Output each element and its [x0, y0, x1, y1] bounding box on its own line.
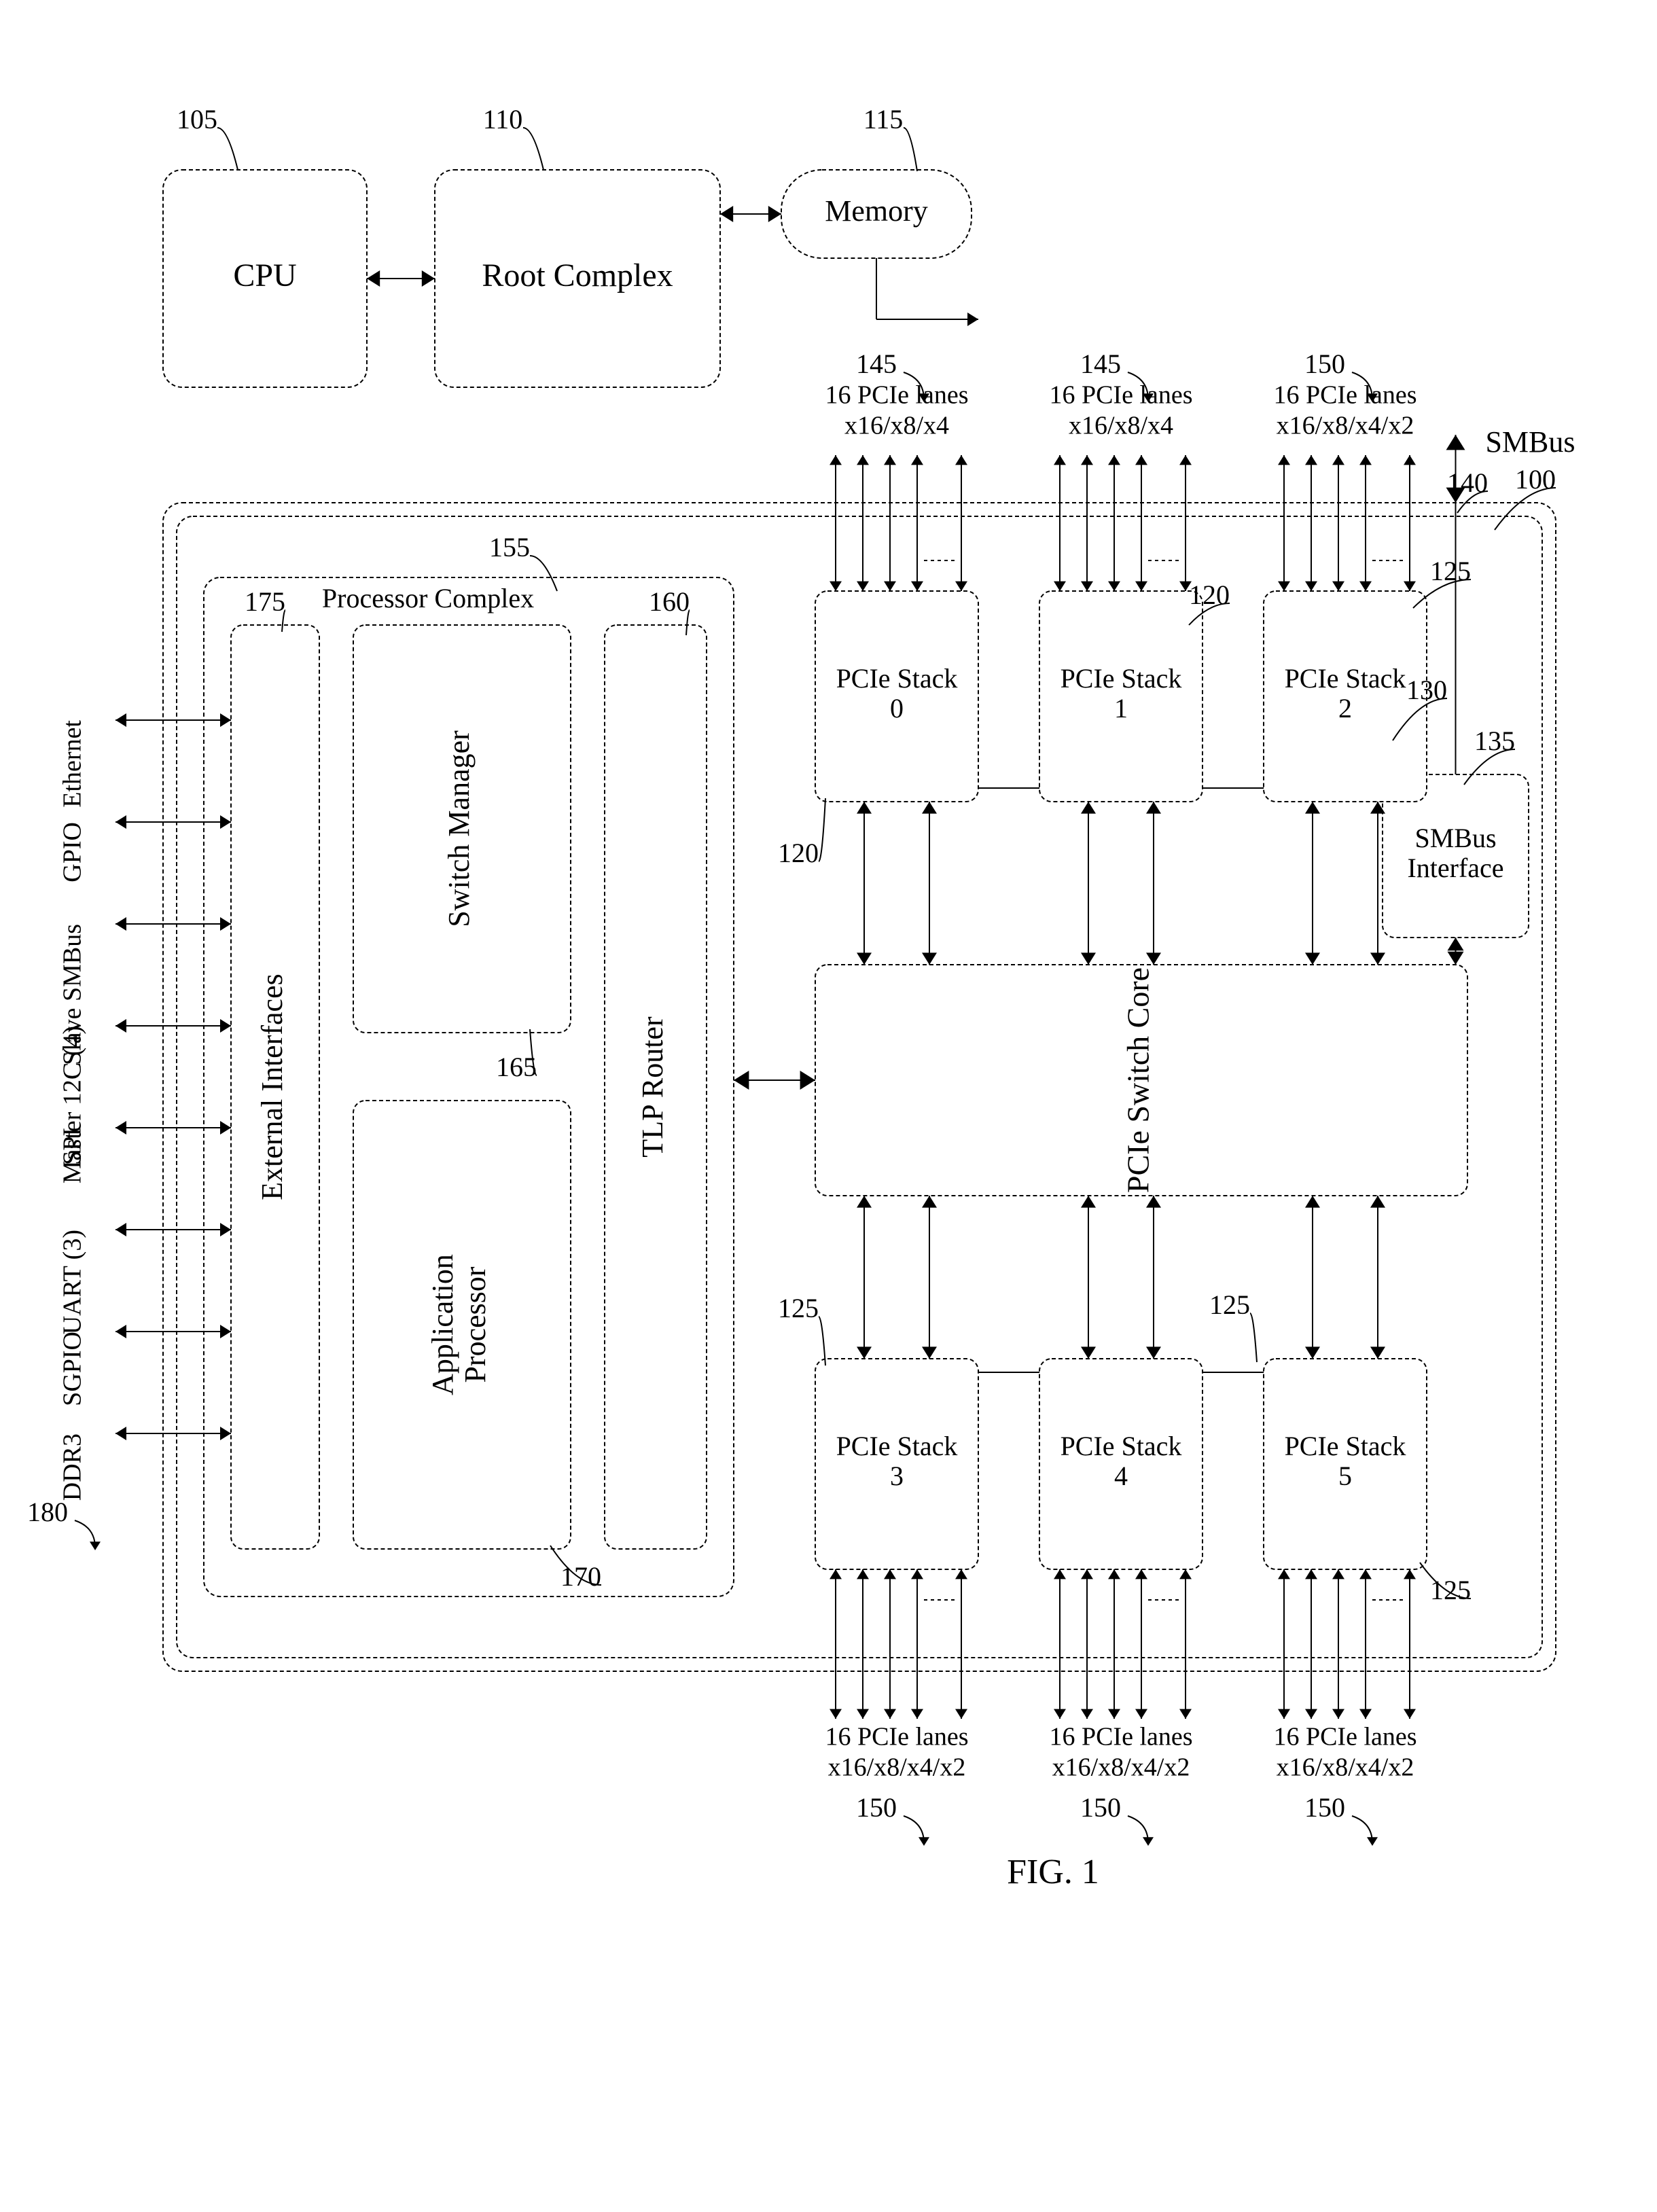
svg-text:150: 150 [1080, 1792, 1121, 1823]
svg-text:CPU: CPU [233, 257, 296, 293]
svg-text:GPIO: GPIO [58, 822, 87, 882]
svg-text:x16/x8/x4/x2: x16/x8/x4/x2 [1277, 1753, 1414, 1782]
svg-text:125: 125 [1430, 556, 1471, 586]
svg-text:x16/x8/x4: x16/x8/x4 [844, 412, 949, 440]
svg-text:125: 125 [778, 1293, 819, 1323]
svg-text:160: 160 [649, 586, 690, 617]
svg-text:120: 120 [1189, 579, 1230, 610]
svg-text:150: 150 [1304, 1792, 1345, 1823]
svg-text:150: 150 [1304, 349, 1345, 379]
svg-text:SMBusInterface: SMBusInterface [1407, 823, 1503, 883]
svg-text:x16/x8/x4: x16/x8/x4 [1069, 412, 1173, 440]
svg-text:16 PCIe lanes: 16 PCIe lanes [1049, 381, 1192, 410]
svg-text:100: 100 [1515, 464, 1556, 495]
svg-text:16 PCIe lanes: 16 PCIe lanes [825, 1723, 968, 1751]
svg-text:Processor Complex: Processor Complex [322, 583, 534, 613]
svg-text:x16/x8/x4/x2: x16/x8/x4/x2 [1277, 412, 1414, 440]
svg-text:115: 115 [863, 104, 904, 135]
svg-text:150: 150 [856, 1792, 897, 1823]
svg-text:Switch Manager: Switch Manager [442, 730, 476, 927]
svg-text:Root Complex: Root Complex [482, 257, 673, 293]
svg-text:16 PCIe lanes: 16 PCIe lanes [1273, 381, 1417, 410]
svg-text:PCIe Switch Core: PCIe Switch Core [1121, 967, 1156, 1193]
svg-text:125: 125 [1430, 1575, 1471, 1605]
svg-text:180: 180 [27, 1497, 68, 1527]
svg-text:155: 155 [489, 532, 530, 563]
svg-text:Memory: Memory [825, 194, 928, 228]
svg-text:x16/x8/x4/x2: x16/x8/x4/x2 [828, 1753, 966, 1782]
svg-text:130: 130 [1406, 675, 1447, 705]
svg-text:120: 120 [778, 838, 819, 868]
svg-text:16 PCIe lanes: 16 PCIe lanes [1273, 1723, 1417, 1751]
svg-text:ApplicationProcessor: ApplicationProcessor [426, 1254, 492, 1395]
svg-text:110: 110 [483, 104, 523, 135]
svg-text:x16/x8/x4/x2: x16/x8/x4/x2 [1052, 1753, 1190, 1782]
svg-text:FIG. 1: FIG. 1 [1007, 1853, 1099, 1891]
svg-text:145: 145 [856, 349, 897, 379]
svg-text:UART (3): UART (3) [58, 1230, 87, 1334]
svg-text:16 PCIe lanes: 16 PCIe lanes [1049, 1723, 1192, 1751]
svg-text:SMBus: SMBus [1485, 425, 1575, 459]
svg-text:165: 165 [496, 1052, 537, 1082]
svg-text:External Interfaces: External Interfaces [255, 974, 289, 1200]
svg-text:DDR3: DDR3 [58, 1433, 87, 1501]
svg-text:105: 105 [177, 104, 217, 135]
svg-text:16 PCIe lanes: 16 PCIe lanes [825, 381, 968, 410]
svg-text:Ethernet: Ethernet [58, 720, 87, 808]
svg-text:135: 135 [1474, 726, 1515, 756]
svg-text:175: 175 [245, 586, 285, 617]
svg-text:TLP Router: TLP Router [636, 1016, 669, 1158]
svg-text:145: 145 [1080, 349, 1121, 379]
svg-text:125: 125 [1209, 1289, 1250, 1320]
svg-text:SGPIO: SGPIO [58, 1332, 87, 1406]
svg-text:140: 140 [1447, 467, 1488, 498]
svg-text:SPI: SPI [58, 1128, 87, 1165]
